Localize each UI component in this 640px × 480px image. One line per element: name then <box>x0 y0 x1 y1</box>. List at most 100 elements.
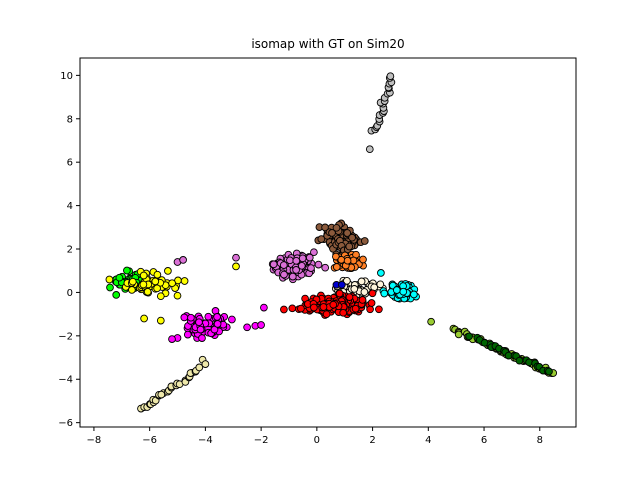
cluster-12 <box>377 269 420 303</box>
scatter-point <box>465 332 473 341</box>
scatter-point <box>376 280 385 289</box>
x-tick-label: −2 <box>254 435 269 446</box>
scatter-point <box>365 145 374 154</box>
cluster-10 <box>330 250 367 273</box>
y-tick-label: −4 <box>58 375 73 386</box>
scatter-point <box>392 286 401 294</box>
x-tick-label: 8 <box>537 435 543 446</box>
x-tick-label: 2 <box>369 435 375 446</box>
scatter-point <box>115 273 124 282</box>
scatter-point <box>297 304 305 313</box>
scatter-point <box>360 237 369 245</box>
scatter-point <box>156 316 165 325</box>
scatter-point <box>183 330 192 339</box>
scatter-point <box>187 313 195 322</box>
scatter-point <box>156 292 165 301</box>
scatter-point <box>128 286 136 294</box>
scatter-point <box>343 276 351 285</box>
x-tick-label: 0 <box>314 435 320 446</box>
scatter-point <box>105 275 114 284</box>
scatter-point <box>140 314 148 323</box>
scatter-point <box>305 253 314 262</box>
scatter-point <box>201 360 210 368</box>
scatter-point <box>317 235 326 243</box>
scatter-point <box>288 304 297 313</box>
cluster-14 <box>332 280 346 289</box>
scatter-point <box>168 279 176 288</box>
cluster-13 <box>280 289 383 319</box>
scatter-point <box>153 270 162 279</box>
scatter-point <box>368 289 377 298</box>
scatter-point <box>338 280 346 289</box>
scatter-point <box>269 260 278 269</box>
x-tick-label: 6 <box>481 435 487 446</box>
scatter-points <box>105 72 558 413</box>
scatter-point <box>366 305 374 314</box>
scatter-point <box>139 271 148 280</box>
scatter-point <box>454 330 463 339</box>
scatter-point <box>257 321 265 329</box>
scatter-point <box>128 277 137 286</box>
y-tick-label: −6 <box>58 418 73 429</box>
cluster-4 <box>137 355 210 413</box>
scatter-point <box>515 356 524 365</box>
cluster-7 <box>105 262 240 325</box>
scatter-point <box>286 256 294 265</box>
scatter-point <box>228 315 236 324</box>
scatter-point <box>343 256 352 265</box>
cluster-1 <box>365 72 396 154</box>
scatter-point <box>280 270 288 279</box>
scatter-point <box>345 242 354 251</box>
scatter-point <box>168 335 176 343</box>
scatter-point <box>314 260 323 269</box>
scatter-point <box>204 312 213 321</box>
scatter-point <box>298 254 307 263</box>
scatter-point <box>151 277 160 286</box>
x-tick-label: 4 <box>425 435 431 446</box>
scatter-point <box>279 261 288 269</box>
y-tick-label: 6 <box>67 158 73 169</box>
scatter-point <box>164 267 172 275</box>
scatter-point <box>310 303 318 312</box>
y-tick-label: 10 <box>60 71 73 82</box>
scatter-point <box>332 223 341 232</box>
scatter-point <box>345 293 354 301</box>
scatter-point <box>367 299 376 307</box>
scatter-point <box>348 233 356 242</box>
scatter-point <box>359 255 367 264</box>
scatter-point <box>179 256 187 264</box>
scatter-point <box>243 323 251 332</box>
scatter-point <box>380 289 389 298</box>
scatter-point <box>180 313 189 322</box>
scatter-point <box>213 313 221 321</box>
scatter-point <box>350 285 359 293</box>
scatter-point <box>319 303 328 311</box>
scatter-point <box>399 287 408 296</box>
scatter-point <box>106 283 114 292</box>
scatter-point <box>232 253 240 262</box>
scatter-point <box>210 325 219 334</box>
scatter-point <box>375 305 383 314</box>
scatter-point <box>310 248 318 257</box>
scatter-point <box>343 229 352 237</box>
scatter-point <box>545 367 553 376</box>
scatter-point <box>180 277 189 285</box>
cluster-5 <box>168 303 268 343</box>
scatter-point <box>339 308 348 317</box>
y-axis: −6 −4 −2 0 2 4 6 8 10 <box>58 71 80 429</box>
scatter-point <box>335 289 344 298</box>
scatter-point <box>297 261 306 270</box>
y-tick-label: −2 <box>58 331 73 342</box>
scatter-point <box>351 304 360 313</box>
x-axis: −8 −6 −4 −2 0 2 4 6 8 <box>87 427 543 446</box>
scatter-point <box>377 269 385 277</box>
scatter-point <box>213 320 222 328</box>
plot-area-frame <box>79 57 577 428</box>
scatter-point <box>292 256 301 265</box>
scatter-point <box>358 296 367 304</box>
scatter-point <box>292 266 300 274</box>
scatter-point <box>198 334 206 342</box>
scatter-point <box>173 291 182 300</box>
scatter-point <box>337 255 346 264</box>
